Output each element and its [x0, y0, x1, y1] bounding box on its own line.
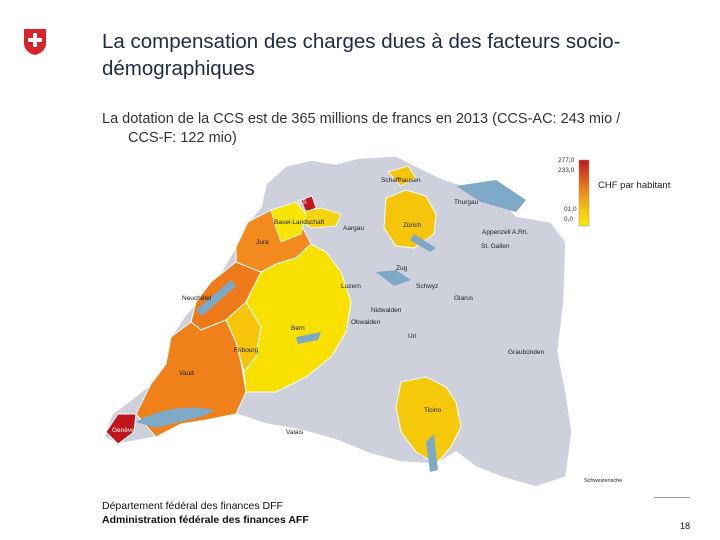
- label-vaud: Vaud: [179, 370, 194, 377]
- lake-constance: [456, 180, 526, 212]
- label-graubunden: Graubünden: [508, 349, 545, 356]
- lake-thun: [296, 332, 321, 344]
- switzerland-map: 277,0 233,0 01,0 0,0 Schaffhausen BS Bas…: [103, 155, 622, 488]
- legend-tick-3: 01,0: [564, 206, 577, 213]
- label-ticino: Ticino: [424, 407, 441, 414]
- region-zurich: [383, 189, 437, 249]
- region-basel-stadt: [300, 195, 317, 213]
- label-zug: Zug: [396, 265, 408, 272]
- label-glarus: Glarus: [454, 295, 474, 302]
- label-thurgau: Thurgau: [454, 199, 479, 206]
- label-uri: Uri: [408, 333, 416, 340]
- legend-tick-2: 233,0: [558, 167, 575, 174]
- label-obwalden: Obwalden: [351, 319, 381, 326]
- footer-divider: [654, 497, 690, 498]
- region-bern: [243, 243, 352, 393]
- legend-tick-4: 0,0: [564, 216, 573, 223]
- label-luzern: Luzern: [341, 283, 361, 290]
- swiss-cross-logo: [24, 29, 46, 55]
- label-valais: Valais: [286, 429, 304, 436]
- region-schaffhausen: [387, 165, 417, 187]
- lake-neuchatel: [196, 280, 236, 316]
- label-basel-stadt: BS: [298, 199, 307, 206]
- label-appenzell: Appenzell A.Rh.: [482, 229, 528, 236]
- label-geneve: Genève: [112, 427, 135, 434]
- label-nidwalden: Nidwalden: [371, 307, 402, 314]
- label-st-gallen: St. Gallen: [481, 243, 510, 250]
- label-schwyz: Schwyz: [416, 283, 438, 290]
- legend-tick-1: 277,0: [558, 157, 575, 164]
- region-solothurn: [270, 201, 307, 243]
- label-bern: Bern: [291, 325, 305, 332]
- lead-paragraph: La dotation de la CCS est de 365 million…: [102, 110, 692, 148]
- footer-department: Département fédéral des finances DFF: [102, 500, 283, 512]
- lake-zurich: [410, 234, 436, 252]
- page-title: La compensation des charges dues à des f…: [102, 30, 621, 80]
- label-zurich: Zürich: [403, 222, 421, 229]
- lake-geneva: [136, 407, 214, 428]
- label-neuchatel: Neuchâtel: [182, 295, 212, 302]
- label-schaffhausen: Schaffhausen: [381, 177, 421, 184]
- region-geneve: [105, 413, 137, 445]
- region-vaud: [135, 319, 247, 438]
- footer-administration: Administration fédérale des finances AFF: [102, 514, 309, 526]
- region-ticino: [395, 376, 462, 465]
- lake-lucerne: [376, 270, 411, 286]
- legend-color-bar: [578, 159, 590, 227]
- label-jura: Jura: [256, 239, 269, 246]
- map-credit: Schweizerische: [584, 478, 622, 484]
- label-fribourg: Fribourg: [234, 347, 259, 354]
- label-aargau: Aargau: [343, 225, 364, 232]
- label-basel-land: Basel-Landschaft: [274, 219, 324, 226]
- footer: Département fédéral des finances DFF Adm…: [102, 499, 309, 527]
- page-number: 18: [680, 521, 691, 531]
- lead-line-1: La dotation de la CCS est de 365 million…: [102, 111, 621, 127]
- lake-maggiore: [426, 434, 438, 472]
- lead-line-2: CCS-F: 122 mio): [128, 130, 237, 146]
- legend-unit: CHF par habitant: [598, 180, 671, 191]
